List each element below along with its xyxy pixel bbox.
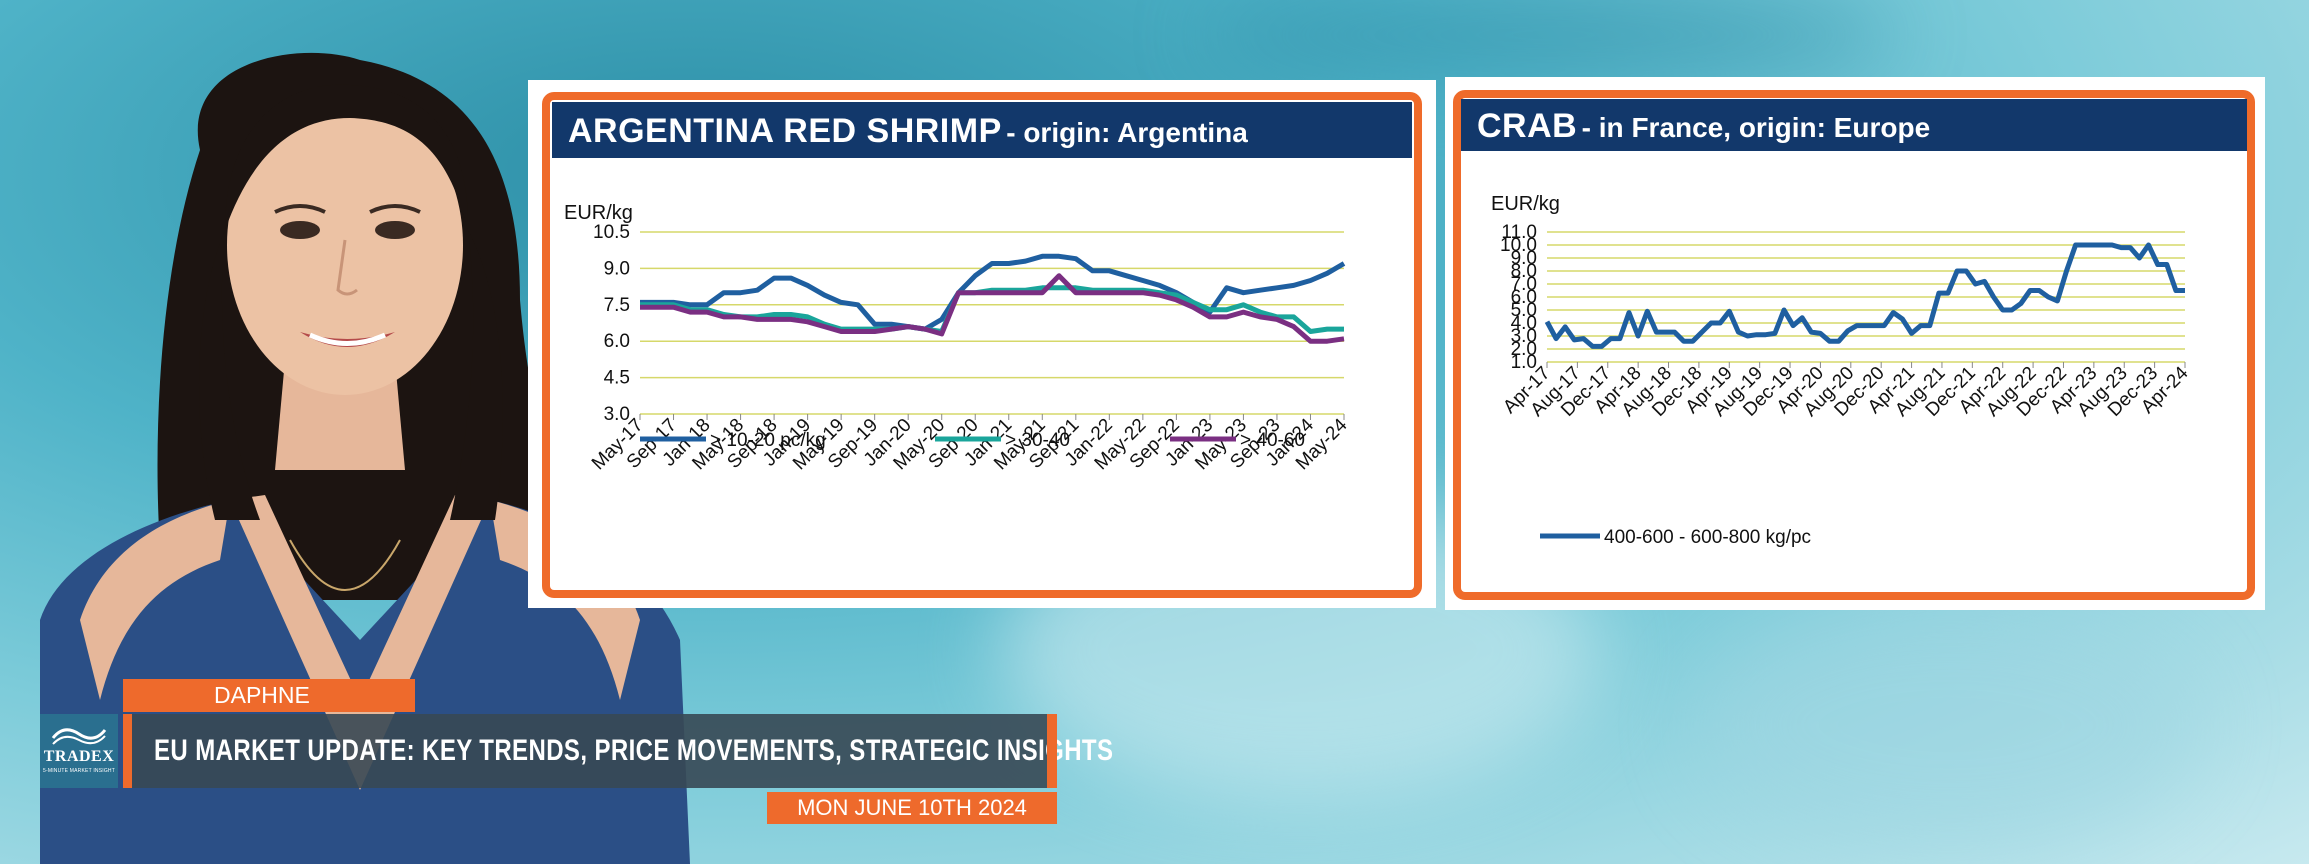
date-tag: MON JUNE 10TH 2024 [767,792,1057,824]
y-tick-label: 10.0 [1500,235,1537,256]
y-tick-label: 6.0 [1511,287,1537,308]
legend-label: > 40-60 [1240,430,1305,451]
chart-title-bar: CRAB - in France, origin: Europe [1461,99,2247,151]
y-tick-label: 4.5 [604,368,630,389]
shrimp-price-chart: EUR/kg10.59.07.56.04.53.0May-17Sep-17Jan… [564,202,1352,474]
y-tick-label: 10.5 [593,222,630,243]
series-line [640,253,1346,332]
y-axis-label: EUR/kg [1491,193,1560,215]
y-tick-label: 9.0 [1511,248,1537,269]
y-tick-label: 7.0 [1511,274,1537,295]
y-tick-label: 4.0 [1511,313,1537,334]
background-blob [1700,600,2200,850]
tradex-logo: TRADEX 5-MINUTE MARKET INSIGHT [40,714,118,788]
headline-bar: EU MARKET UPDATE: KEY TRENDS, PRICE MOVE… [123,714,1113,788]
series-line [640,273,1345,344]
chart-subtitle: - in France, origin: Europe [1581,112,1931,143]
y-tick-label: 11.0 [1501,222,1537,243]
logo-text: TRADEX [43,748,115,765]
y-tick-label: 9.0 [604,258,630,279]
presenter-name-tag: DAPHNE [123,679,415,712]
series-line [1544,242,2185,349]
background-blob [1200,0,1900,70]
chart-title: CRAB [1477,107,1578,145]
y-tick-label: 5.0 [1511,300,1537,321]
y-tick-label: 1.0 [1511,352,1537,373]
y-tick-label: 2.0 [1511,339,1537,360]
headline-text: EU MARKET UPDATE: KEY TRENDS, PRICE MOVE… [154,734,1114,767]
y-tick-label: 3.0 [1511,326,1537,347]
logo-tagline: 5-MINUTE MARKET INSIGHT [42,768,115,774]
chart-title: ARGENTINA RED SHRIMP [568,112,1002,150]
y-axis-label: EUR/kg [564,202,633,224]
legend-label: 400-600 - 600-800 kg/pc [1604,527,1811,548]
y-tick-label: 8.0 [1511,261,1537,282]
y-tick-label: 3.0 [604,404,630,425]
wave-icon [51,728,107,745]
chart-subtitle: - origin: Argentina [1006,117,1248,148]
chart-frame [542,92,1422,598]
y-tick-label: 7.5 [604,295,630,316]
chart-title-bar: ARGENTINA RED SHRIMP - origin: Argentina [552,102,1412,158]
legend-label: > 10-20 pc/kg [710,430,826,451]
crab-price-chart: EUR/kg 11.010.09.08.07.06.05.04.03.02.01.… [1491,193,2193,548]
chart-panel-crab: CRAB - in France, origin: Europe EUR/kg 1… [1445,77,2265,610]
chart-frame [1453,90,2255,600]
legend-label: > 30-40 [1005,430,1070,451]
y-tick-label: 6.0 [604,331,630,352]
chart-panel-shrimp: ARGENTINA RED SHRIMP - origin: Argentina… [528,80,1436,608]
